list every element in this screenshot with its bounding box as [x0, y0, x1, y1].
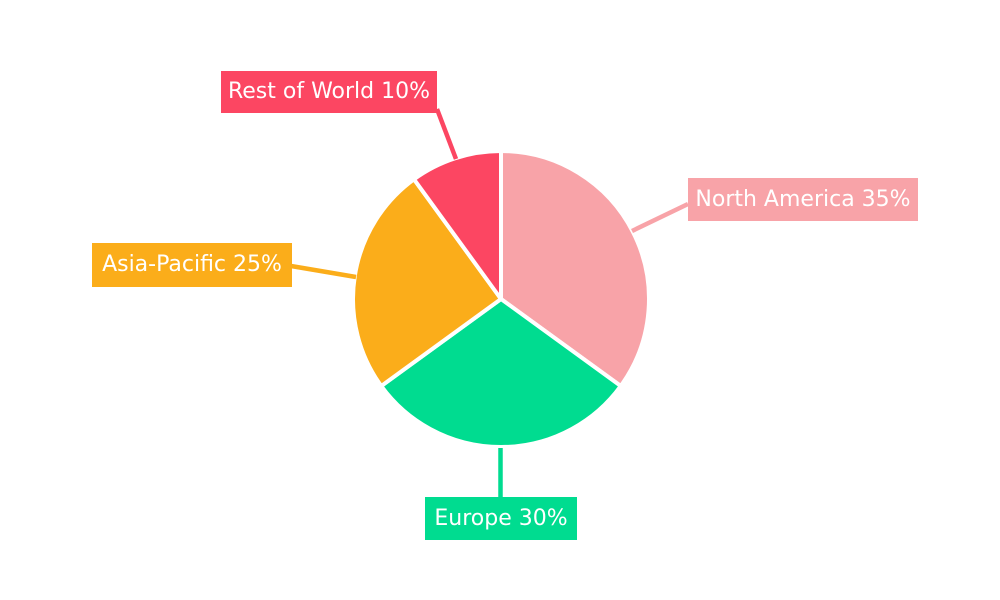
leader-line-rest-of-world [434, 108, 459, 160]
leader-lines [290, 108, 689, 498]
leader-line-north-america [631, 201, 689, 234]
slice-label-asia-pacific: Asia-Pacific 25% [92, 243, 292, 287]
pie-wedges [351, 149, 651, 449]
pie-slice-europe [379, 297, 623, 449]
slice-label-rest-of-world: Rest of World 10% [221, 71, 437, 113]
slice-label-north-america: North America 35% [688, 178, 918, 221]
slice-label-europe: Europe 30% [425, 497, 577, 540]
leader-line-asia-pacific [290, 263, 357, 280]
